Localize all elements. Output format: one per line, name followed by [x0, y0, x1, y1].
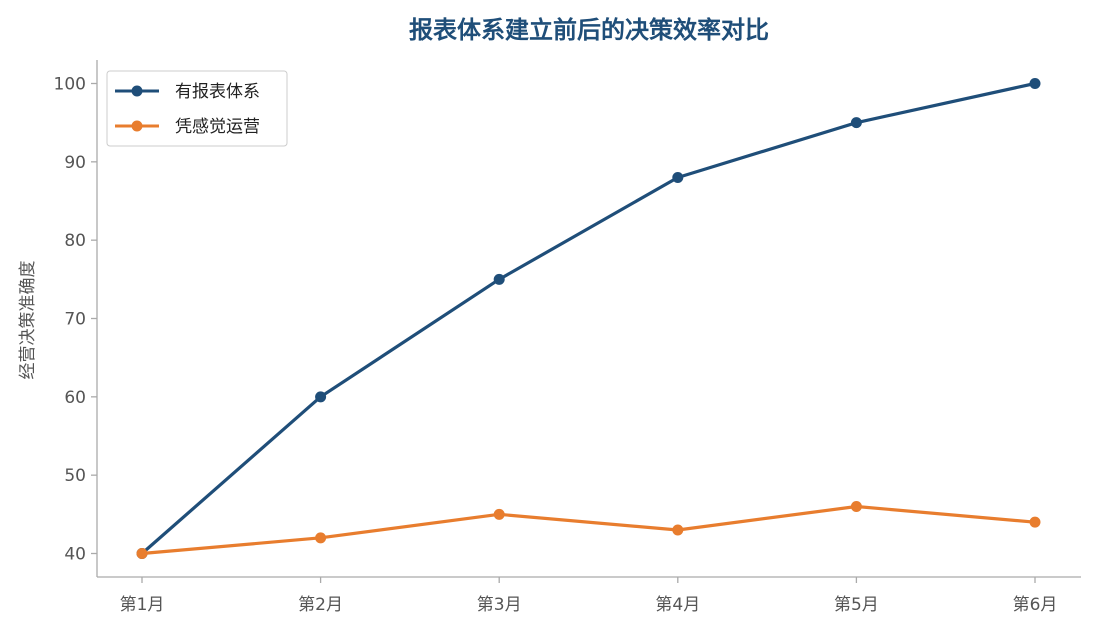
legend: 有报表体系 凭感觉运营 [106, 70, 288, 147]
x-tick-label: 第4月 [655, 595, 700, 615]
data-point-series-2 [850, 501, 862, 512]
legend-marker-series-2 [131, 120, 143, 132]
y-tick-label: 50 [64, 466, 86, 486]
y-axis-label: 经营决策准确度 [18, 261, 38, 380]
data-point-series-1 [850, 117, 862, 129]
x-axis-ticks: 第1月 第2月 第3月 第4月 第5月 第6月 [120, 577, 1058, 615]
y-tick-label: 70 [64, 310, 86, 330]
series-line-1 [140, 81, 1037, 556]
x-tick-label: 第5月 [834, 595, 879, 615]
series-line-2 [140, 504, 1037, 556]
series-layer [136, 78, 1041, 559]
y-tick-label: 80 [64, 231, 86, 251]
data-point-series-1 [315, 391, 327, 403]
legend-marker-series-1 [131, 85, 143, 97]
x-tick-label: 第3月 [477, 595, 522, 615]
data-point-series-1 [493, 273, 505, 285]
x-tick-label: 第2月 [298, 595, 343, 615]
y-tick-label: 100 [54, 75, 86, 95]
y-tick-label: 90 [64, 153, 86, 173]
data-point-series-2 [493, 508, 505, 520]
data-point-series-1 [672, 172, 684, 183]
x-tick-label: 第1月 [120, 595, 165, 615]
y-tick-label: 40 [64, 545, 86, 565]
y-axis-ticks: 40 50 60 70 80 90 100 [54, 75, 97, 565]
data-point-series-2 [1029, 516, 1041, 528]
data-point-series-2 [136, 548, 148, 559]
y-tick-label: 60 [64, 388, 86, 408]
legend-label-series-1: 有报表体系 [175, 82, 260, 102]
chart-title: 报表体系建立前后的决策效率对比 [409, 16, 769, 44]
legend-label-series-2: 凭感觉运营 [175, 117, 260, 137]
data-point-series-1 [1029, 78, 1041, 89]
data-point-series-2 [672, 524, 684, 536]
x-tick-label: 第6月 [1013, 595, 1058, 615]
data-point-series-2 [315, 532, 327, 544]
